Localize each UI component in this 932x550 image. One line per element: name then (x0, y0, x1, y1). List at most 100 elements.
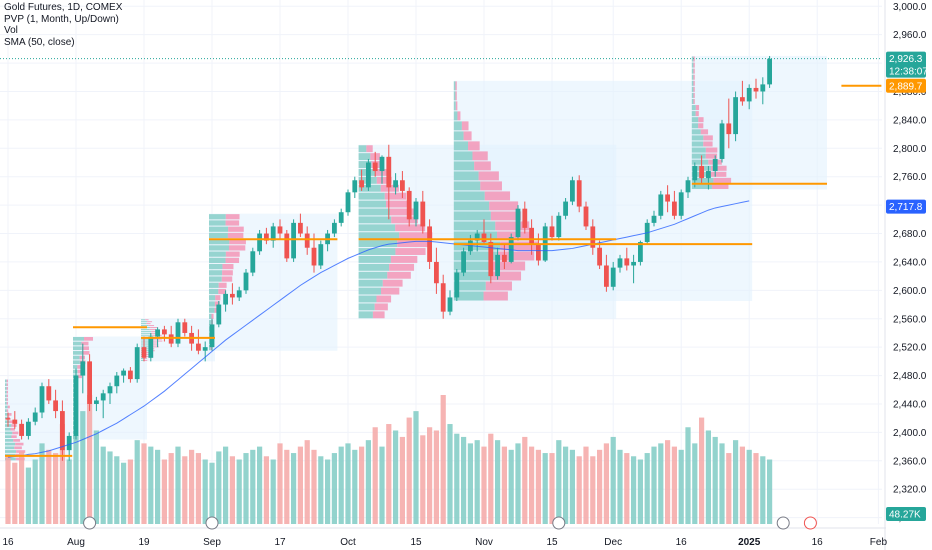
profile-bar-up (691, 153, 706, 159)
candle-body (230, 293, 235, 298)
candle-body (202, 347, 208, 351)
chart-title[interactable]: Gold Futures, 1D, COMEX (4, 2, 123, 13)
profile-bar-up (358, 295, 377, 303)
candle-body (379, 156, 385, 172)
candle-body (393, 180, 398, 188)
profile-bar-down (713, 177, 732, 183)
profile-bar-down (150, 344, 159, 346)
volume-bar (257, 446, 263, 524)
candle-body (631, 261, 636, 266)
indicator-pvp-label[interactable]: PVP (1, Month, Up/Down) (4, 13, 119, 25)
profile-bar-down (6, 398, 8, 401)
profile-bar-down (222, 270, 233, 276)
price-tick-label: 3,000.0 (893, 2, 927, 13)
volume-bar (535, 449, 541, 524)
profile-bar-down (380, 184, 399, 192)
candle-body (46, 386, 52, 401)
volume-bar (284, 449, 290, 524)
dividend-event-icon[interactable] (205, 516, 219, 530)
candle-body (291, 222, 296, 259)
time-tick-label: 17 (274, 537, 286, 548)
profile-bar-up (691, 141, 704, 147)
profile-bar-down (6, 387, 8, 390)
indicator-vol-label[interactable]: Vol (4, 25, 18, 36)
volume-bar (427, 427, 433, 524)
dividend-event-icon[interactable] (552, 516, 566, 530)
price-tick-label: 2,800.0 (893, 144, 927, 155)
volume-bar (413, 411, 419, 524)
volume-bar (168, 453, 174, 524)
volume-bar (420, 435, 426, 524)
time-axis[interactable]: 16 Aug 19 Sep 17 Oct 15 Nov 15 Dec 16 2025 16 Feb (0, 527, 887, 548)
candle-body (753, 87, 759, 92)
volume-bar (603, 443, 609, 524)
flash-event-icon[interactable] (803, 516, 817, 530)
time-tick-label: 2025 (738, 537, 761, 548)
volume-bar (161, 459, 167, 524)
profile-bar-up (5, 427, 11, 431)
profile-bar-up (358, 263, 390, 271)
profile-bar-down (376, 176, 392, 184)
candle-body (298, 222, 303, 234)
indicator-sma-label[interactable]: SMA (50, close) (4, 36, 75, 48)
candle-body (359, 180, 364, 188)
candle-body (386, 156, 392, 188)
volume-bar (365, 440, 371, 524)
profile-bar-down (389, 263, 415, 271)
profile-bar-up (358, 279, 383, 287)
candle-body (590, 226, 596, 248)
price-tick-label: 2,960.0 (893, 30, 927, 41)
profile-bar-up (358, 145, 367, 153)
profile-bar-up (5, 446, 15, 450)
profile-bar-down (693, 92, 695, 98)
candle-body (699, 166, 704, 179)
volume-bar (155, 449, 161, 524)
volume-bar (399, 436, 405, 524)
profile-bar-down (8, 413, 12, 416)
profile-bar-up (453, 121, 462, 131)
candle-body (726, 123, 732, 135)
profile-bar-up (691, 92, 694, 98)
profile-bar-down (81, 346, 89, 351)
dividend-event-icon[interactable] (776, 516, 790, 530)
volume-bar (243, 453, 249, 524)
profile-bar-down (490, 211, 522, 221)
profile-bar-down (214, 301, 220, 307)
profile-bar-up (141, 330, 152, 332)
sma-line (7, 200, 750, 458)
profile-bar-up (73, 337, 84, 341)
price-tick-label: 2,360.0 (893, 456, 927, 467)
price-tick-label: 2,840.0 (893, 115, 927, 126)
profile-bar-down (225, 251, 240, 257)
volume-bar (59, 424, 65, 524)
time-tick-label: 16 (676, 537, 688, 548)
chart-legend: Gold Futures, 1D, COMEX PVP (1, Month, U… (4, 2, 122, 48)
profile-bar-down (705, 153, 718, 159)
profile-bar-up (73, 369, 78, 374)
candle-body (638, 242, 643, 262)
price-tick-label: 2,600.0 (893, 286, 927, 297)
candle-body (162, 329, 167, 335)
profile-bar-down (693, 56, 695, 62)
profile-bar-down (698, 117, 704, 123)
profile-bar-down (77, 374, 82, 379)
volume-profiles (5, 55, 827, 461)
volume-bar (338, 446, 344, 524)
profile-bar-down (225, 220, 240, 226)
profile-bar-up (5, 413, 9, 416)
dividend-event-icon[interactable] (83, 516, 97, 530)
event-markers[interactable] (83, 516, 817, 530)
profile-bar-down (11, 435, 17, 439)
volume-bar (495, 440, 501, 524)
candle-body (427, 226, 432, 262)
candle-body (454, 272, 460, 298)
profile-bar-up (73, 341, 82, 346)
profile-bar-up (73, 346, 82, 351)
candle-body (610, 267, 616, 287)
profile-bar-down (228, 245, 246, 251)
candle-body (236, 290, 242, 298)
profile-bar-up (691, 68, 694, 74)
candle-body (94, 400, 99, 404)
profile-bar-down (146, 352, 151, 354)
